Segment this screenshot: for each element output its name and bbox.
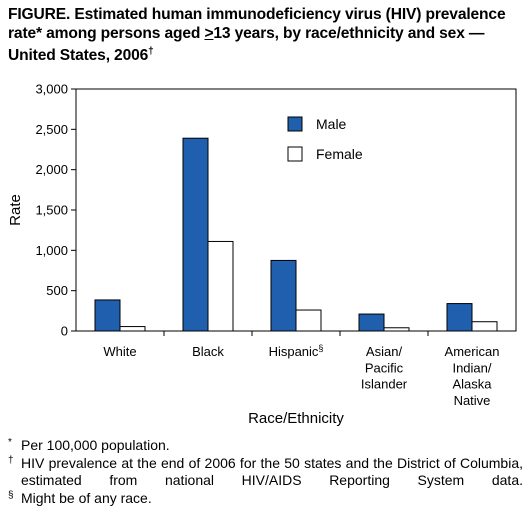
y-tick-label: 500 [46, 283, 68, 298]
category-label: Asian/ [366, 344, 403, 359]
footnotes: * Per 100,000 population. † HIV prevalen… [8, 437, 523, 507]
y-tick-label: 1,000 [35, 243, 68, 258]
title-text-rest: 13 years, by race/ethnicity and sex — Un… [8, 24, 485, 65]
legend-label-male: Male [316, 116, 347, 132]
category-label: Native [454, 393, 491, 408]
footnote-mark: † [8, 454, 14, 466]
y-tick-label: 2,500 [35, 122, 68, 137]
y-tick-label: 3,000 [35, 82, 68, 97]
category-labels: White Black Hispanic§ Asian/Pacific Islander… [103, 343, 499, 408]
x-axis [163, 331, 429, 336]
title-text-main: FIGURE. Estimated human immunodeficiency… [8, 6, 506, 42]
footnote-text: Might be of any race. [21, 489, 152, 506]
bar-female-1 [119, 326, 146, 332]
bar-male-5 [446, 303, 473, 332]
title-dagger: † [148, 46, 154, 57]
footnote-any-race: § Might be of any race. [8, 490, 523, 508]
category-label: Islander [361, 377, 408, 392]
footnote-per-population: * Per 100,000 population. [8, 437, 523, 455]
bar-male-1 [94, 299, 121, 332]
legend-swatch-male [287, 116, 303, 132]
footnote-hiv-prevalence: † HIV prevalence at the end of 2006 for … [8, 455, 523, 490]
bar-chart: 0 500 1,000 1,500 2,000 2,500 3,000 White Black… [7, 82, 517, 427]
bar-female-5 [471, 321, 498, 332]
footnote-mark: § [8, 489, 14, 501]
y-tick-label: 0 [61, 324, 68, 339]
legend: Male Female [287, 116, 363, 162]
category-label: Pacific [365, 360, 404, 375]
footnote-text: HIV prevalence at the end of 2006 for th… [21, 454, 523, 489]
category-label-sup: § [318, 343, 323, 353]
x-axis-title: Race/Ethnicity [248, 410, 344, 427]
bar-male-3 [270, 259, 297, 332]
bar-female-4 [383, 327, 410, 332]
category-label: White [103, 344, 136, 359]
y-tick-label: 1,500 [35, 203, 68, 218]
category-label: Indian/ [452, 360, 491, 375]
bar-female-2 [207, 240, 234, 332]
footnote-text: Per 100,000 population. [21, 437, 170, 453]
bar-female-3 [295, 309, 322, 332]
title-footnote-star: * among persons aged [36, 24, 205, 42]
bar-male-2 [182, 137, 209, 332]
category-label: Alaska [452, 377, 492, 392]
category-label: Black [192, 344, 224, 359]
y-axis-title: Rate [7, 194, 24, 226]
title-ge-symbol: > [204, 24, 214, 42]
bars [94, 137, 498, 332]
bar-male-4 [358, 313, 385, 332]
y-tick-label: 2,000 [35, 162, 68, 177]
category-label: Hispanic§ [269, 343, 324, 359]
footnote-mark: * [8, 437, 12, 448]
legend-swatch-female [287, 146, 303, 162]
figure-title: FIGURE. Estimated human immunodeficiency… [8, 6, 523, 66]
legend-label-female: Female [316, 146, 363, 162]
category-label: American [445, 344, 500, 359]
